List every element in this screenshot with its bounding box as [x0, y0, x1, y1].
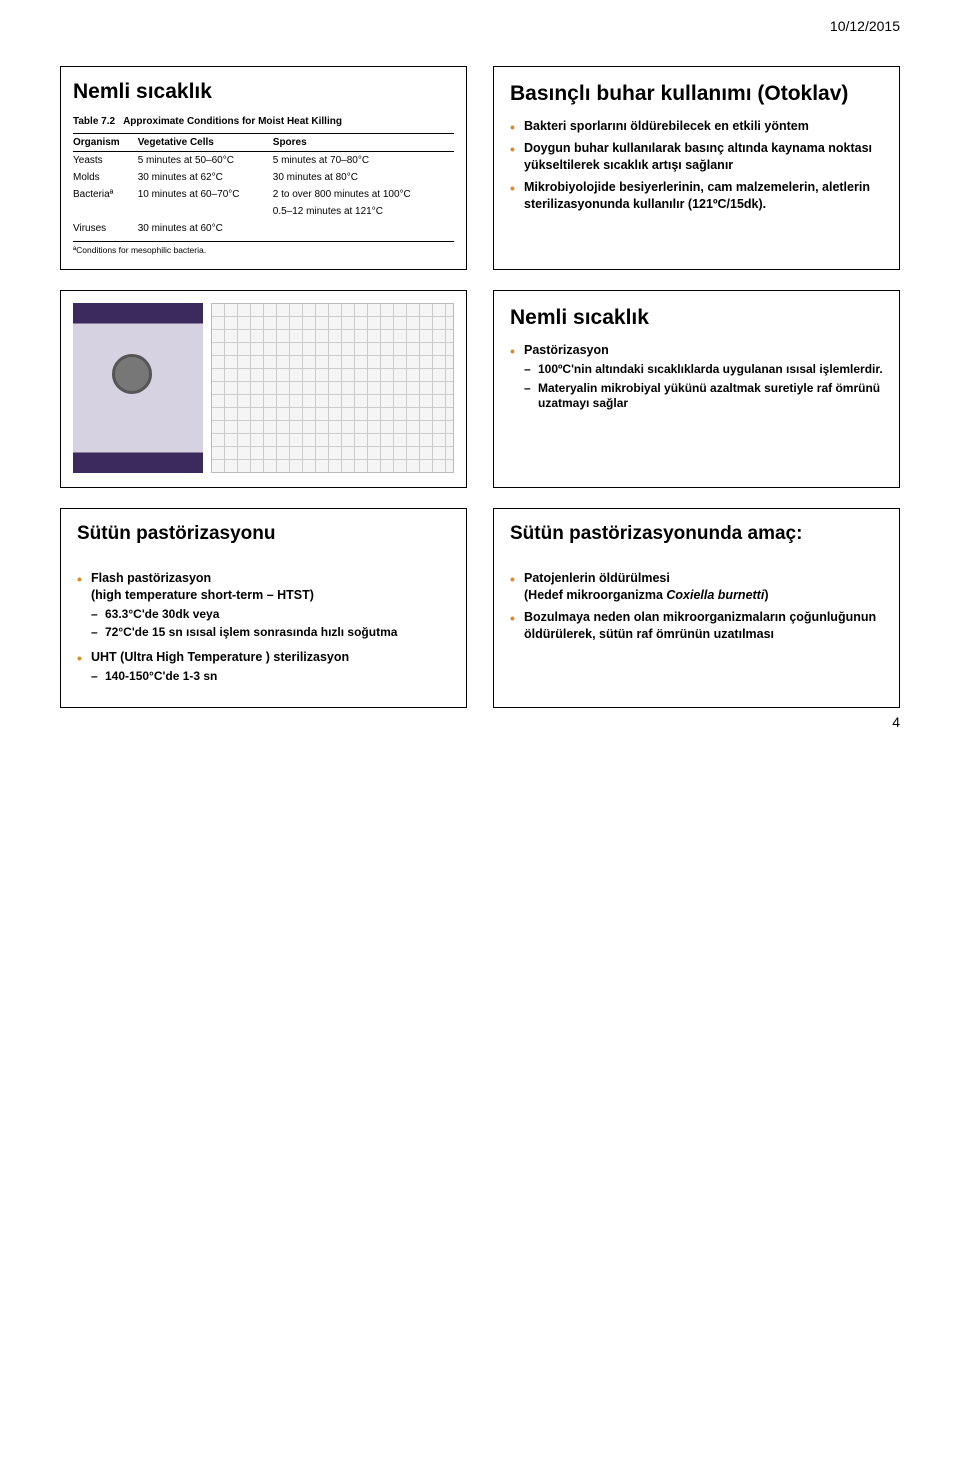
slide-title: Basınçlı buhar kullanımı (Otoklav) [510, 81, 883, 106]
table-number: Table 7.2 [73, 116, 115, 127]
slide-title: Sütün pastörizasyonu [77, 523, 450, 546]
bullet-item: Bakteri sporlarını öldürebilecek en etki… [510, 118, 883, 135]
table-row: Molds 30 minutes at 62°C 30 minutes at 8… [73, 169, 454, 186]
col-organism: Organism [73, 134, 138, 152]
bullet-item: Patojenlerin öldürülmesi (Hedef mikroorg… [510, 570, 883, 604]
slide-sut-amac: Sütün pastörizasyonunda amaç: Patojenler… [493, 508, 900, 708]
table-row: 0.5–12 minutes at 121°C [73, 203, 454, 220]
bullet-list: Flash pastörizasyon (high temperature sh… [77, 570, 450, 684]
slide-otoklav: Basınçlı buhar kullanımı (Otoklav) Bakte… [493, 66, 900, 270]
cell: 30 minutes at 80°C [273, 169, 454, 186]
autoclave-photo [73, 303, 203, 473]
image-row [73, 303, 454, 473]
bullet-item: Pastörizasyon 100ºC'nin altındaki sıcakl… [510, 342, 883, 412]
bullet-item: Mikrobiyolojide besiyerlerinin, cam malz… [510, 179, 883, 213]
sub-item: 140-150°C'de 1-3 sn [91, 669, 450, 685]
cell: 2 to over 800 minutes at 100°C [273, 186, 454, 203]
cell: 5 minutes at 50–60°C [138, 152, 273, 170]
bullet-item: UHT (Ultra High Temperature ) sterilizas… [77, 649, 450, 684]
bullet-item: Bozulmaya neden olan mikroorganizmaların… [510, 609, 883, 643]
bullet-extra-pre: (Hedef mikroorganizma [524, 588, 666, 602]
page: 10/12/2015 Nemli sıcaklık Table 7.2 Appr… [0, 0, 960, 748]
table-caption-text: Approximate Conditions for Moist Heat Ki… [123, 116, 342, 127]
table-caption: Table 7.2 Approximate Conditions for Moi… [73, 116, 454, 127]
sub-list: 140-150°C'de 1-3 sn [91, 669, 450, 685]
slide-title: Sütün pastörizasyonunda amaç: [510, 523, 883, 546]
bullet-list: Pastörizasyon 100ºC'nin altındaki sıcakl… [510, 342, 883, 412]
cell [138, 203, 273, 220]
bullet-item: Flash pastörizasyon (high temperature sh… [77, 570, 450, 641]
cell [273, 220, 454, 237]
col-vegetative: Vegetative Cells [138, 134, 273, 152]
sub-item: 100ºC'nin altındaki sıcaklıklarda uygula… [524, 362, 883, 378]
autoclave-diagram [211, 303, 454, 473]
cell: 5 minutes at 70–80°C [273, 152, 454, 170]
bullet-extra-post: ) [764, 588, 768, 602]
sub-item: Materyalin mikrobiyal yükünü azaltmak su… [524, 381, 883, 412]
page-number: 4 [892, 714, 900, 730]
cell: 30 minutes at 62°C [138, 169, 273, 186]
slide-pastorizasyon: Nemli sıcaklık Pastörizasyon 100ºC'nin a… [493, 290, 900, 488]
slide-title: Nemli sıcaklık [73, 79, 454, 104]
sub-list: 63.3°C'de 30dk veya 72°C'de 15 sn ısısal… [91, 607, 450, 641]
cell: Viruses [73, 220, 138, 237]
table-footnote: ªConditions for mesophilic bacteria. [73, 241, 454, 255]
table-header-row: Organism Vegetative Cells Spores [73, 134, 454, 152]
slide-autoclave-image [60, 290, 467, 488]
cell: Bacteriaª [73, 186, 138, 203]
col-spores: Spores [273, 134, 454, 152]
table-row: Bacteriaª 10 minutes at 60–70°C 2 to ove… [73, 186, 454, 203]
bullet-list: Bakteri sporlarını öldürebilecek en etki… [510, 118, 883, 212]
bullet-text: UHT (Ultra High Temperature ) sterilizas… [91, 650, 349, 664]
cell: 30 minutes at 60°C [138, 220, 273, 237]
cell: Yeasts [73, 152, 138, 170]
bullet-list: Patojenlerin öldürülmesi (Hedef mikroorg… [510, 570, 883, 643]
bullet-text: Flash pastörizasyon [91, 571, 211, 585]
slide-sut-pastorizasyonu: Sütün pastörizasyonu Flash pastörizasyon… [60, 508, 467, 708]
slides-grid: Nemli sıcaklık Table 7.2 Approximate Con… [60, 66, 900, 708]
organism-name: Coxiella burnetti [666, 588, 764, 602]
cell: Molds [73, 169, 138, 186]
sub-item: 72°C'de 15 sn ısısal işlem sonrasında hı… [91, 625, 450, 641]
table-row: Viruses 30 minutes at 60°C [73, 220, 454, 237]
sub-item: 63.3°C'de 30dk veya [91, 607, 450, 623]
bullet-text: Patojenlerin öldürülmesi [524, 571, 670, 585]
cell: 10 minutes at 60–70°C [138, 186, 273, 203]
heat-killing-table: Organism Vegetative Cells Spores Yeasts … [73, 133, 454, 237]
slide-title: Nemli sıcaklık [510, 305, 883, 330]
bullet-item: Doygun buhar kullanılarak basınç altında… [510, 140, 883, 174]
table-wrap: Table 7.2 Approximate Conditions for Moi… [73, 116, 454, 255]
header-date: 10/12/2015 [830, 18, 900, 34]
bullet-text: Pastörizasyon [524, 343, 609, 357]
bullet-extra: (high temperature short-term – HTST) [91, 588, 314, 602]
table-row: Yeasts 5 minutes at 50–60°C 5 minutes at… [73, 152, 454, 170]
sub-list: 100ºC'nin altındaki sıcaklıklarda uygula… [524, 362, 883, 412]
slide-nemli-sicaklik-table: Nemli sıcaklık Table 7.2 Approximate Con… [60, 66, 467, 270]
cell [73, 203, 138, 220]
cell: 0.5–12 minutes at 121°C [273, 203, 454, 220]
